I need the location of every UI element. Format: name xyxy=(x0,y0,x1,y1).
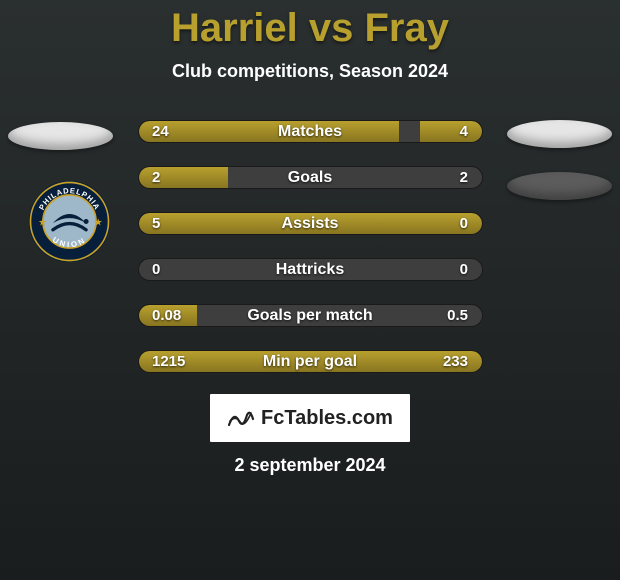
stat-row: Hattricks00 xyxy=(0,258,620,281)
stat-left-value: 0 xyxy=(138,258,208,281)
stat-left-value: 5 xyxy=(138,212,208,235)
stats-container: Matches244Goals22Assists50Hattricks00Goa… xyxy=(0,120,620,396)
stat-left-value: 1215 xyxy=(138,350,208,373)
stat-right-value: 2 xyxy=(412,166,482,189)
date-label: 2 september 2024 xyxy=(0,455,620,476)
fctables-link[interactable]: FcTables.com xyxy=(210,394,410,442)
stat-row: Goals per match0.080.5 xyxy=(0,304,620,327)
stat-right-value: 0.5 xyxy=(412,304,482,327)
stat-right-value: 0 xyxy=(412,258,482,281)
stat-row: Assists50 xyxy=(0,212,620,235)
stat-left-value: 0.08 xyxy=(138,304,208,327)
stat-row: Matches244 xyxy=(0,120,620,143)
fctables-icon xyxy=(227,407,255,429)
stat-right-value: 0 xyxy=(412,212,482,235)
stat-left-value: 24 xyxy=(138,120,208,143)
subtitle: Club competitions, Season 2024 xyxy=(0,61,620,82)
stat-right-value: 4 xyxy=(412,120,482,143)
stat-left-value: 2 xyxy=(138,166,208,189)
stat-right-value: 233 xyxy=(412,350,482,373)
page-title: Harriel vs Fray xyxy=(0,0,620,51)
stat-row: Min per goal1215233 xyxy=(0,350,620,373)
stat-row: Goals22 xyxy=(0,166,620,189)
fctables-label: FcTables.com xyxy=(261,407,393,430)
